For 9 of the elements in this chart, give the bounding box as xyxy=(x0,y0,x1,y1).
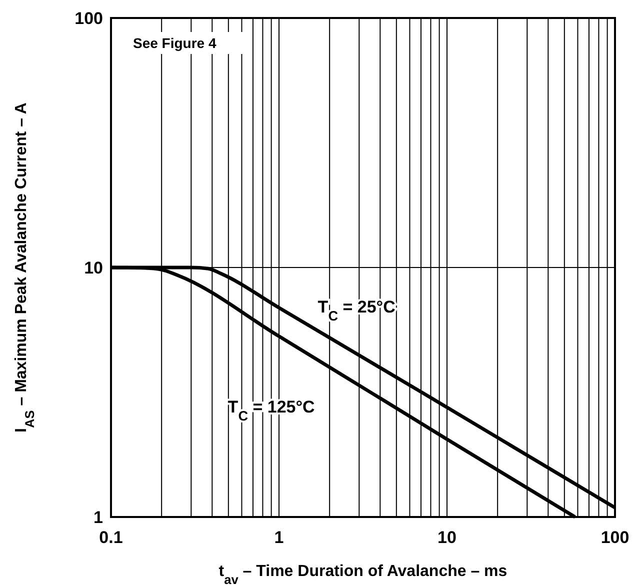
y-tick-label: 1 xyxy=(94,508,103,527)
x-tick-label: 100 xyxy=(600,528,630,547)
y-tick-label: 100 xyxy=(74,9,103,28)
annotation: See Figure 4 xyxy=(133,35,216,51)
x-axis-title: t$_{av}$ – Time Duration of Avalanche – ms xyxy=(218,563,508,586)
y-tick-label: 10 xyxy=(84,258,103,278)
x-tick-label: 10 xyxy=(438,528,456,547)
x-tick-label: 0.1 xyxy=(99,528,123,547)
x-tick-label: 1 xyxy=(274,528,284,547)
